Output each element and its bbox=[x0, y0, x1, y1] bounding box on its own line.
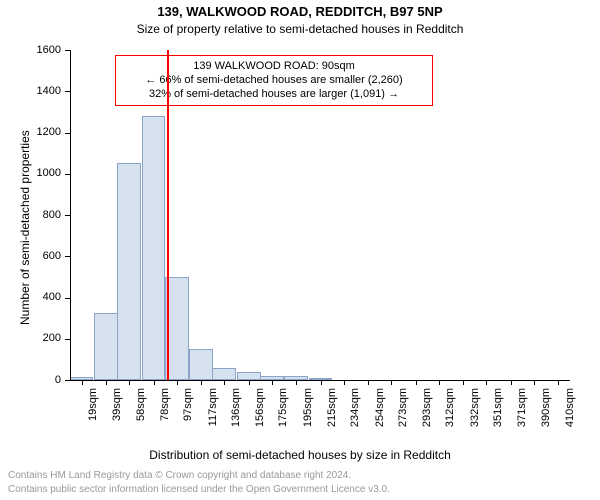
footer-credit-1: Contains public sector information licen… bbox=[8, 484, 390, 495]
ytick-mark-1600 bbox=[65, 50, 70, 51]
xtick-mark-273sqm bbox=[391, 380, 392, 385]
ytick-label-600: 600 bbox=[0, 250, 61, 262]
xtick-mark-390sqm bbox=[534, 380, 535, 385]
xtick-mark-312sqm bbox=[439, 380, 440, 385]
xtick-mark-78sqm bbox=[154, 380, 155, 385]
ytick-mark-600 bbox=[65, 256, 70, 257]
ytick-mark-1400 bbox=[65, 91, 70, 92]
xtick-label-19sqm: 19sqm bbox=[87, 388, 99, 421]
chart-title: 139, WALKWOOD ROAD, REDDITCH, B97 5NP bbox=[0, 4, 600, 19]
xtick-label-332sqm: 332sqm bbox=[469, 388, 481, 427]
ytick-mark-1000 bbox=[65, 174, 70, 175]
xtick-mark-371sqm bbox=[511, 380, 512, 385]
xtick-mark-136sqm bbox=[224, 380, 225, 385]
ytick-mark-0 bbox=[65, 380, 70, 381]
xtick-label-312sqm: 312sqm bbox=[444, 388, 456, 427]
xtick-label-97sqm: 97sqm bbox=[182, 388, 194, 421]
xtick-label-273sqm: 273sqm bbox=[397, 388, 409, 427]
xtick-label-195sqm: 195sqm bbox=[302, 388, 314, 427]
xtick-label-39sqm: 39sqm bbox=[111, 388, 123, 421]
xtick-label-175sqm: 175sqm bbox=[277, 388, 289, 427]
xtick-label-117sqm: 117sqm bbox=[207, 388, 219, 426]
xtick-mark-97sqm bbox=[177, 380, 178, 385]
ytick-label-400: 400 bbox=[0, 291, 61, 303]
xtick-label-215sqm: 215sqm bbox=[326, 388, 338, 427]
xtick-mark-195sqm bbox=[296, 380, 297, 385]
xtick-mark-19sqm bbox=[82, 380, 83, 385]
xtick-label-234sqm: 234sqm bbox=[349, 388, 361, 427]
xtick-label-78sqm: 78sqm bbox=[159, 388, 171, 421]
xtick-mark-410sqm bbox=[558, 380, 559, 385]
ytick-label-800: 800 bbox=[0, 209, 61, 221]
xtick-label-254sqm: 254sqm bbox=[374, 388, 386, 427]
annotation-box: 139 WALKWOOD ROAD: 90sqm ← 66% of semi-d… bbox=[115, 55, 433, 106]
ytick-label-1200: 1200 bbox=[0, 126, 61, 138]
bar-78sqm bbox=[142, 116, 166, 380]
bar-156sqm bbox=[237, 372, 261, 380]
footer-credit-0: Contains HM Land Registry data © Crown c… bbox=[8, 470, 351, 481]
xtick-mark-175sqm bbox=[272, 380, 273, 385]
xtick-label-390sqm: 390sqm bbox=[540, 388, 552, 427]
chart-root: { "layout": { "width": 600, "height": 50… bbox=[0, 0, 600, 500]
xtick-mark-332sqm bbox=[463, 380, 464, 385]
xtick-label-410sqm: 410sqm bbox=[564, 388, 576, 427]
xtick-mark-156sqm bbox=[249, 380, 250, 385]
ytick-label-1400: 1400 bbox=[0, 85, 61, 97]
xtick-mark-234sqm bbox=[344, 380, 345, 385]
xtick-mark-254sqm bbox=[368, 380, 369, 385]
marker-line bbox=[167, 50, 169, 380]
ytick-label-0: 0 bbox=[0, 374, 61, 386]
xtick-label-351sqm: 351sqm bbox=[492, 388, 504, 427]
xtick-mark-215sqm bbox=[321, 380, 322, 385]
ytick-label-1600: 1600 bbox=[0, 44, 61, 56]
bar-136sqm bbox=[212, 368, 236, 380]
xtick-label-156sqm: 156sqm bbox=[254, 388, 266, 427]
bar-58sqm bbox=[117, 163, 141, 380]
ytick-mark-1200 bbox=[65, 133, 70, 134]
xtick-mark-351sqm bbox=[486, 380, 487, 385]
y-axis bbox=[70, 50, 71, 380]
xtick-mark-39sqm bbox=[106, 380, 107, 385]
xtick-mark-117sqm bbox=[201, 380, 202, 385]
ytick-mark-800 bbox=[65, 215, 70, 216]
bar-39sqm bbox=[94, 313, 118, 380]
xtick-mark-58sqm bbox=[129, 380, 130, 385]
x-axis-label: Distribution of semi-detached houses by … bbox=[0, 448, 600, 462]
xtick-label-136sqm: 136sqm bbox=[230, 388, 242, 427]
ytick-mark-200 bbox=[65, 339, 70, 340]
ytick-label-1000: 1000 bbox=[0, 167, 61, 179]
xtick-label-293sqm: 293sqm bbox=[421, 388, 433, 427]
bar-117sqm bbox=[189, 349, 213, 380]
ytick-label-200: 200 bbox=[0, 332, 61, 344]
xtick-label-58sqm: 58sqm bbox=[135, 388, 147, 421]
ytick-mark-400 bbox=[65, 298, 70, 299]
xtick-mark-293sqm bbox=[416, 380, 417, 385]
chart-subtitle: Size of property relative to semi-detach… bbox=[0, 22, 600, 36]
xtick-label-371sqm: 371sqm bbox=[516, 388, 528, 427]
